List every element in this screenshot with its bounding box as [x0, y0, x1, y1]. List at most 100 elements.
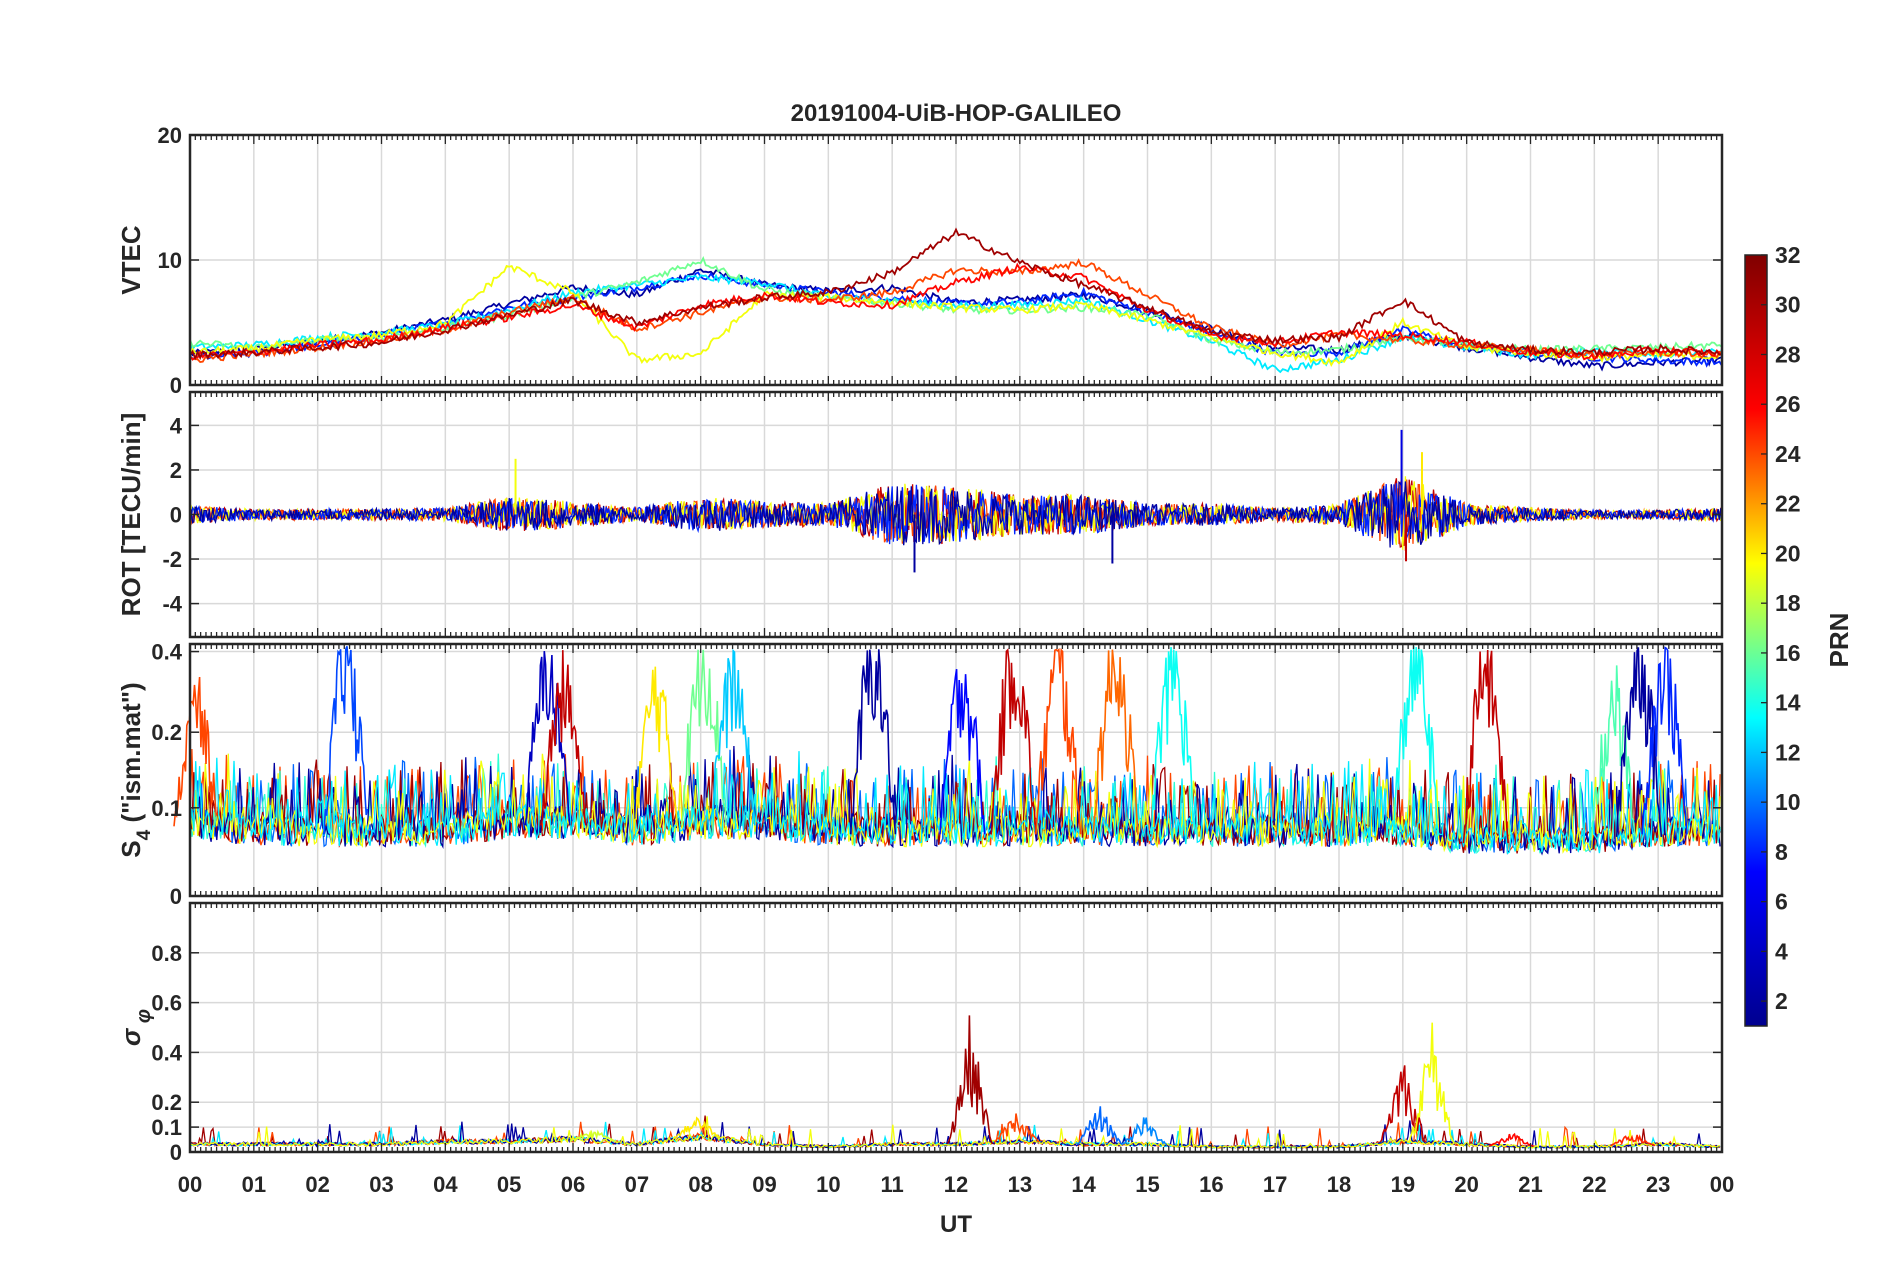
x-tick-label: 19: [1391, 1172, 1415, 1197]
colorbar-tick-label: 6: [1775, 889, 1788, 915]
sigma-peak: [1488, 1132, 1534, 1148]
x-tick-label: 06: [561, 1172, 585, 1197]
rot-ytick-label: 0: [170, 503, 182, 528]
s4-peak: [709, 648, 756, 826]
vtec-series-prn-20: [190, 264, 1722, 367]
sigma-peak: [674, 1116, 721, 1139]
s4-panel: 0 0.1 0.2 0.4 S4 ("ism.mat"): [116, 640, 1724, 909]
rot-ytick-label: -4: [162, 592, 182, 617]
x-tick-label: 05: [497, 1172, 521, 1197]
x-tick-label: 04: [433, 1172, 458, 1197]
s4-series-prn-26: [189, 748, 1721, 853]
sigma-ylabel: σ φ: [116, 1009, 155, 1046]
vtec-ytick-label: 0: [170, 373, 182, 398]
x-tick-label: 15: [1135, 1172, 1159, 1197]
s4-peak: [849, 649, 897, 835]
x-tick-label: 13: [1008, 1172, 1032, 1197]
sigma-peak: [1121, 1117, 1168, 1146]
rot-series-prn-20: [189, 476, 1723, 550]
sigma-ytick-label: 0.2: [151, 1090, 182, 1115]
x-tick-label: 16: [1199, 1172, 1223, 1197]
s4-peak: [1615, 647, 1663, 837]
x-tick-label: 09: [752, 1172, 776, 1197]
s4-ytick-label: 0.2: [151, 720, 182, 745]
x-tick-label: 22: [1582, 1172, 1606, 1197]
s4-peak: [1149, 647, 1197, 835]
rot-series-prn-2: [189, 480, 1723, 548]
sigma-series-prn-20: [189, 1116, 1721, 1150]
vtec-ytick-label: 10: [158, 248, 182, 273]
x-tick-label: 00: [178, 1172, 202, 1197]
s4-peak: [632, 666, 680, 832]
s4-ytick-label: 0.4: [151, 640, 182, 665]
colorbar-tick-label: 12: [1775, 739, 1801, 765]
s4-peak: [1641, 646, 1688, 835]
s4-peak: [990, 648, 1037, 835]
rot-panel: -4 -2 0 2 4 ROT [TECU/min]: [116, 390, 1724, 639]
s4-peak: [1590, 665, 1637, 841]
rot-ytick-label: 4: [170, 413, 183, 438]
x-tick-label: 10: [816, 1172, 840, 1197]
sigma-peak: [569, 1129, 615, 1142]
sigma-phi-panel: 00.10.2 0.4 0.6 0.8 σ φ: [116, 901, 1724, 1165]
s4-peak: [1092, 649, 1139, 835]
vtec-series-prn-28: [190, 262, 1722, 362]
chart-title: 20191004-UiB-HOP-GALILEO: [791, 100, 1122, 127]
s4-peak: [323, 645, 369, 835]
colorbar-tick-label: 16: [1775, 640, 1801, 666]
x-axis-tick-labels: 00 01 02 03 04 05 06 07 08 09 10 11 12 13 14 15 16 17 18 19…: [178, 1172, 1734, 1197]
x-tick-label: 18: [1327, 1172, 1351, 1197]
x-tick-label: 23: [1646, 1172, 1670, 1197]
sigma-peak: [1076, 1106, 1123, 1146]
s4-series-prn-12: [189, 751, 1721, 855]
sigma-ytick-label: 0.4: [151, 1040, 182, 1065]
rot-ytick-label: -2: [162, 547, 182, 572]
s4-peak: [524, 651, 571, 826]
colorbar-tick-label: 2: [1775, 988, 1788, 1014]
colorbar-tick-label: 8: [1775, 839, 1788, 865]
sigma-peak: [993, 1113, 1040, 1143]
s4-peak: [173, 676, 219, 827]
x-tick-label: 20: [1454, 1172, 1478, 1197]
colorbar-tick-label: 22: [1775, 491, 1801, 517]
x-axis-label: UT: [940, 1211, 972, 1238]
colorbar-tick-label: 10: [1775, 789, 1801, 815]
sigma-peak: [1408, 1022, 1455, 1144]
colorbar-tick-label: 24: [1775, 441, 1801, 467]
sigma-peak: [1379, 1065, 1426, 1143]
rot-frame: [188, 390, 1724, 639]
sigma-ytick-label: 0.1: [151, 1115, 182, 1140]
vtec-frame: [188, 133, 1724, 387]
s4-ylabel: S4 ("ism.mat"): [116, 682, 155, 857]
s4-peak: [939, 668, 986, 835]
colorbar-tick-label: 20: [1775, 540, 1801, 566]
s4-ytick-label: 0.1: [151, 796, 182, 821]
sigma-peak: [1610, 1134, 1656, 1147]
colorbar-bar: [1744, 254, 1768, 1027]
x-tick-label: 14: [1071, 1172, 1096, 1197]
sigma-ytick-label: 0: [170, 1140, 182, 1165]
vtec-ytick-label: 20: [158, 123, 182, 148]
colorbar-tick-label: 28: [1775, 341, 1801, 367]
s4-peak: [1462, 649, 1509, 844]
colorbar-label: PRN: [1824, 613, 1854, 668]
x-tick-label: 07: [625, 1172, 649, 1197]
sigma-ytick-label: 0.6: [151, 991, 182, 1016]
rot-ylabel: ROT [TECU/min]: [116, 413, 146, 617]
x-tick-label: 02: [305, 1172, 329, 1197]
colorbar-tick-label: 32: [1775, 242, 1801, 268]
colorbar-tick-label: 18: [1775, 590, 1801, 616]
sigma-peak: [946, 1015, 994, 1145]
x-tick-label: 01: [242, 1172, 266, 1197]
colorbar-tick-label: 30: [1775, 292, 1801, 318]
x-tick-label: 00: [1710, 1172, 1734, 1197]
x-tick-label: 12: [944, 1172, 968, 1197]
colorbar-tick-label: 4: [1775, 938, 1788, 964]
s4-peak: [540, 650, 587, 826]
x-tick-label: 11: [881, 1172, 904, 1197]
s4-peak: [1392, 645, 1439, 837]
s4-frame: [188, 642, 1724, 898]
s4-peak: [1035, 647, 1082, 835]
